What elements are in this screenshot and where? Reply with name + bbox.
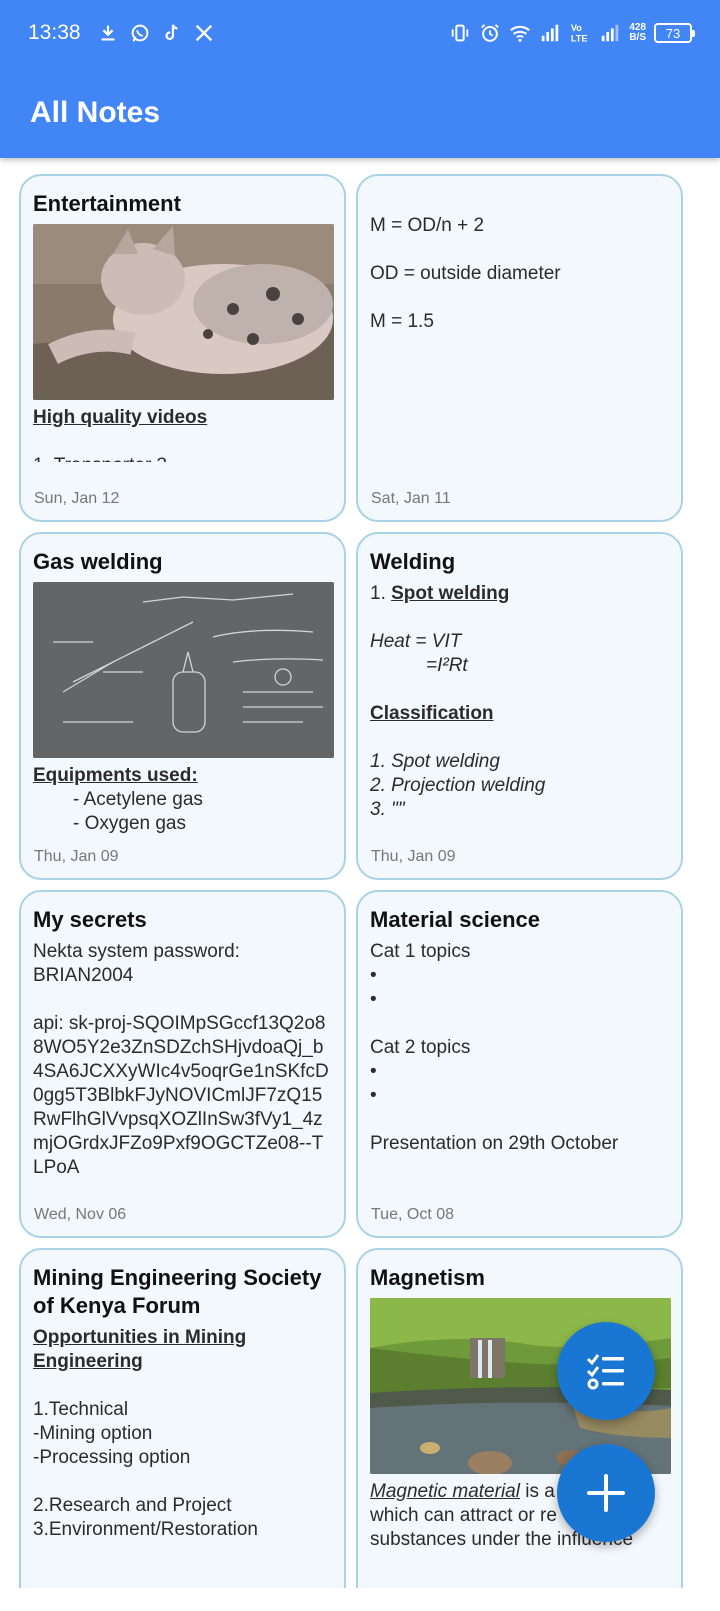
- page-title: All Notes: [30, 96, 161, 129]
- note-line: Nekta system password:: [33, 941, 240, 962]
- x-icon: [195, 24, 212, 42]
- note-line: - Acetylene gas: [73, 789, 203, 810]
- note-title: My secrets: [33, 907, 147, 932]
- note-heading: Magnetic material: [370, 1481, 520, 1502]
- note-line: M = OD/n + 2: [370, 215, 485, 236]
- note-date: Wed, Nov 06: [34, 1206, 127, 1223]
- svg-text:Vo: Vo: [571, 23, 582, 33]
- top-bar: 13:38 Vo LTE 428 B/S 73 All Notes: [0, 0, 720, 158]
- note-line: Presentation on 29th October: [370, 1133, 619, 1154]
- note-line: -Processing option: [33, 1447, 191, 1468]
- note-line: BRIAN2004: [33, 965, 134, 986]
- bullet-item: •: [370, 1061, 377, 1082]
- formula-line: Heat = VIT: [370, 631, 462, 652]
- note-title: Welding: [370, 549, 456, 574]
- note-line: 1. Spot welding: [370, 582, 669, 606]
- note-title: Mining Engineering Society of Kenya Foru…: [33, 1265, 322, 1318]
- note-card-untitled[interactable]: M = OD/n + 2 OD = outside diameter M = 1…: [356, 174, 683, 522]
- tiktok-icon: [164, 24, 178, 40]
- note-card-material-science[interactable]: Material science Cat 1 topics • • Cat 2 …: [356, 890, 683, 1238]
- note-title: Material science: [370, 907, 540, 932]
- notes-grid: Entertainment High quality videos: [0, 158, 720, 1588]
- signal-icon: [542, 24, 559, 42]
- note-card-gas-welding[interactable]: Gas welding: [19, 532, 346, 880]
- alarm-icon: [481, 24, 500, 42]
- bullet-item: •: [370, 989, 377, 1010]
- note-line: Cat 1 topics: [370, 941, 471, 962]
- note-line: 3. "": [370, 799, 405, 820]
- note-line: 1. Transporter 3: [33, 454, 332, 462]
- network-speed-unit: B/S: [629, 32, 646, 43]
- list-number: 1.: [370, 583, 392, 604]
- note-text: is a: [519, 1481, 555, 1502]
- note-date: Tue, Oct 08: [371, 1206, 454, 1223]
- bullet-item: •: [370, 1085, 377, 1106]
- network-speed-value: 428: [629, 22, 646, 33]
- bullet-item: •: [370, 965, 377, 986]
- add-note-button[interactable]: [557, 1444, 655, 1542]
- battery-icon: 73: [654, 23, 695, 43]
- note-line: Cat 2 topics: [370, 1037, 471, 1058]
- note-line: which can attract or re: [370, 1505, 557, 1526]
- note-line: 2. Projection welding: [370, 775, 546, 796]
- status-bar: 13:38 Vo LTE 428 B/S 73: [0, 0, 720, 66]
- note-line: 1.Technical: [33, 1399, 129, 1420]
- note-card-my-secrets[interactable]: My secrets Nekta system password: BRIAN2…: [19, 890, 346, 1238]
- note-title: Entertainment: [33, 191, 181, 216]
- note-card-welding[interactable]: Welding 1. Spot welding Heat = VIT =I²Rt…: [356, 532, 683, 880]
- note-date: Sat, Jan 11: [371, 490, 451, 507]
- api-key-text: api: sk-proj-SQOIMpSGccf13Q2o88WO5Y2e3Zn…: [33, 1013, 329, 1178]
- note-card-magnetism[interactable]: Magnetism Magnetic material is a which c…: [356, 1248, 683, 1588]
- note-line: -Mining option: [33, 1423, 153, 1444]
- note-heading: Classification: [370, 703, 494, 724]
- new-checklist-button[interactable]: [557, 1322, 655, 1420]
- wifi-icon: [510, 25, 531, 42]
- status-time: 13:38: [28, 21, 81, 44]
- note-card-entertainment[interactable]: Entertainment High quality videos: [19, 174, 346, 522]
- bottom-edge: [0, 1589, 720, 1611]
- note-line: Magnetic material is a: [370, 1480, 669, 1504]
- vibrate-icon: [452, 24, 469, 42]
- note-line: - Oxygen gas: [73, 813, 186, 834]
- note-card-mining-engineering[interactable]: Mining Engineering Society of Kenya Foru…: [19, 1248, 346, 1588]
- download-icon: [101, 25, 114, 41]
- note-title: Magnetism: [370, 1265, 485, 1290]
- battery-level: 73: [665, 25, 681, 41]
- note-title: Gas welding: [33, 549, 163, 574]
- checklist-icon: [586, 1354, 624, 1390]
- note-heading: Spot welding: [391, 583, 510, 604]
- whatsapp-icon: [131, 24, 148, 42]
- note-heading: Equipments used:: [33, 765, 198, 786]
- plus-icon: [587, 1474, 625, 1512]
- svg-text:LTE: LTE: [571, 33, 588, 43]
- note-line: substances under the influence: [370, 1529, 634, 1550]
- note-date: Thu, Jan 09: [371, 848, 456, 865]
- signal-2-icon: [602, 24, 619, 42]
- note-line: 2.Research and Project: [33, 1495, 232, 1516]
- network-speed: 428 B/S: [629, 23, 646, 43]
- note-line: OD = outside diameter: [370, 263, 561, 284]
- note-date: Sun, Jan 12: [34, 490, 120, 507]
- note-date: Thu, Jan 09: [34, 848, 119, 865]
- note-line: 1. Spot welding: [370, 751, 500, 772]
- note-line: 3.Environment/Restoration: [33, 1519, 258, 1540]
- chalkboard-photo: [33, 582, 334, 758]
- note-heading: High quality videos: [33, 407, 208, 428]
- note-line: M = 1.5: [370, 311, 434, 332]
- note-heading: Opportunities in Mining Engineering: [33, 1327, 247, 1372]
- kitten-photo: [33, 224, 334, 400]
- formula-line: =I²Rt: [426, 655, 468, 676]
